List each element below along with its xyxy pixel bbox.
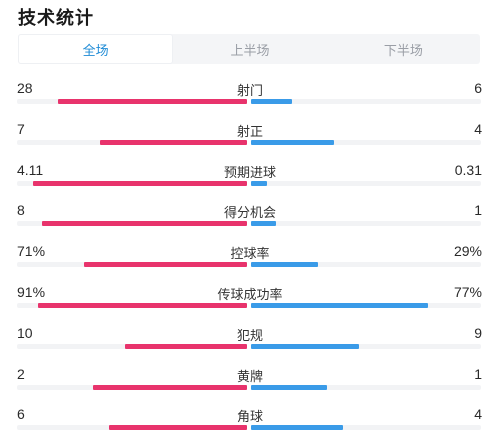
section-title: 技术统计: [18, 8, 94, 29]
home-bar-track: [17, 221, 247, 227]
period-tabs: 全场 上半场 下半场: [18, 34, 480, 64]
home-bar: [37, 302, 247, 308]
away-bar-track: [251, 425, 481, 431]
tab-full-match[interactable]: 全场: [18, 34, 174, 64]
home-value: 6: [17, 406, 25, 423]
stat-label: 得分机会: [223, 206, 276, 222]
away-bar: [251, 343, 360, 349]
away-value: 1: [474, 365, 482, 382]
home-value: 4.11: [17, 161, 44, 178]
away-value: 9: [474, 324, 482, 341]
home-value: 2: [17, 365, 25, 382]
stat-row-big-chances: 8 得分机会 1: [0, 200, 500, 241]
away-value: 4: [474, 120, 482, 137]
away-value: 4: [474, 406, 482, 423]
stat-row-shots-on-target: 7 射正 4: [0, 119, 500, 160]
away-value: 0.31: [454, 161, 482, 178]
stat-row-fouls: 10 犯规 9: [0, 323, 500, 364]
away-bar: [251, 99, 293, 104]
stat-row-possession: 71% 控球率 29%: [0, 241, 500, 282]
home-bar-track: [17, 99, 247, 104]
home-bar: [99, 139, 247, 145]
stat-row-corners: 6 角球 4: [0, 404, 500, 445]
tab-second-half[interactable]: 下半场: [383, 43, 423, 59]
home-bar-track: [17, 139, 247, 145]
home-value: 8: [17, 202, 25, 219]
home-bar: [125, 343, 247, 349]
home-value: 7: [17, 120, 25, 137]
home-bar: [42, 221, 247, 227]
away-bar: [251, 139, 334, 145]
away-bar-track: [251, 180, 481, 186]
away-bar: [251, 425, 343, 431]
home-value: 91%: [17, 283, 46, 300]
away-bar: [251, 180, 268, 186]
home-bar: [33, 180, 247, 186]
stat-label: 角球: [236, 410, 263, 426]
stat-row-shots: 28 射门 6: [0, 78, 500, 119]
stat-label: 预期进球: [223, 165, 276, 181]
away-bar-track: [251, 99, 481, 104]
home-bar: [109, 425, 247, 431]
stat-label: 射门: [236, 84, 263, 99]
stat-row-expected-goals: 4.11 预期进球 0.31: [0, 160, 500, 201]
away-value: 1: [474, 202, 482, 219]
away-bar-track: [251, 221, 481, 227]
home-bar-track: [17, 343, 247, 349]
home-bar-track: [17, 425, 247, 431]
stats-list: 28 射门 6 7 射正 4 4.11 预期进球 0.31 8 得分机会 1 7…: [0, 78, 500, 445]
home-value: 10: [17, 324, 33, 341]
home-bar: [58, 99, 247, 104]
away-bar-track: [251, 302, 481, 308]
home-value: 28: [17, 80, 33, 96]
away-bar-track: [251, 384, 481, 390]
away-value: 77%: [453, 283, 482, 300]
tab-first-half[interactable]: 上半场: [230, 43, 270, 59]
away-bar-track: [251, 343, 481, 349]
stat-label: 控球率: [230, 247, 270, 263]
stat-label: 射正: [236, 124, 263, 140]
home-bar-track: [17, 302, 247, 308]
away-value: 6: [474, 80, 482, 96]
home-bar-track: [17, 180, 247, 186]
away-bar-track: [251, 139, 481, 145]
away-bar: [251, 302, 429, 308]
away-bar: [251, 384, 327, 390]
stat-row-yellow-cards: 2 黄牌 1: [0, 364, 500, 405]
stat-row-pass-accuracy: 91% 传球成功率 77%: [0, 282, 500, 323]
away-bar: [251, 221, 277, 227]
home-bar-track: [17, 384, 247, 390]
stat-label: 传球成功率: [217, 287, 283, 303]
home-bar: [92, 384, 247, 390]
home-value: 71%: [17, 243, 46, 260]
home-bar-track: [17, 262, 247, 268]
away-bar-track: [251, 262, 481, 268]
away-value: 29%: [453, 243, 482, 260]
away-bar: [251, 262, 318, 268]
stat-label: 黄牌: [236, 369, 263, 385]
stat-label: 犯规: [236, 328, 263, 344]
home-bar: [83, 262, 247, 268]
